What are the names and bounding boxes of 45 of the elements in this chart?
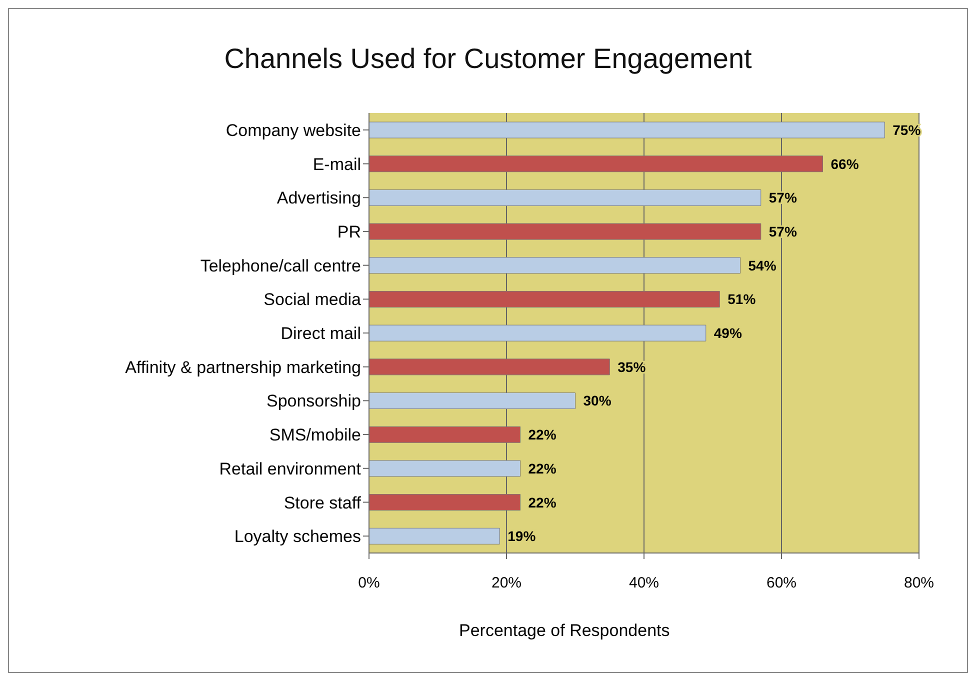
bar xyxy=(369,122,885,138)
bar xyxy=(369,460,520,477)
y-tick-label: Company website xyxy=(226,120,361,140)
bar xyxy=(369,290,720,308)
data-label: 57% xyxy=(768,190,798,206)
x-tick-label: 0% xyxy=(358,574,380,592)
chart-title: Channels Used for Customer Engagement xyxy=(223,42,753,76)
x-tick-label: 60% xyxy=(766,574,797,592)
y-tick-label: Advertising xyxy=(276,188,361,208)
bar xyxy=(369,392,576,410)
data-label: 66% xyxy=(830,156,860,172)
bar xyxy=(369,426,520,443)
data-label: 22% xyxy=(528,460,557,476)
x-tick-label: 40% xyxy=(628,574,660,592)
y-tick-label: E-mail xyxy=(312,154,361,174)
bar xyxy=(369,223,762,240)
bar xyxy=(369,494,520,511)
y-tick-label: Store staff xyxy=(284,493,362,512)
data-label: 49% xyxy=(714,325,742,342)
data-label: 19% xyxy=(508,528,536,544)
x-tick-label: 20% xyxy=(491,574,522,592)
bar xyxy=(369,156,823,172)
bar xyxy=(369,189,762,206)
data-label: 54% xyxy=(748,257,777,274)
bar xyxy=(369,324,706,342)
y-tick-label: Affinity & partnership marketing xyxy=(125,358,361,377)
bar xyxy=(369,257,740,274)
data-label: 51% xyxy=(728,291,756,308)
y-tick-label: Telephone/call centre xyxy=(200,256,361,276)
y-tick-label: Sponsorship xyxy=(266,392,361,411)
data-label: 22% xyxy=(528,494,557,510)
y-tick-label: Retail environment xyxy=(219,459,362,478)
x-axis-title: Percentage of Respondents xyxy=(459,621,671,641)
y-tick-label: Social media xyxy=(264,290,362,310)
x-tick-label: 80% xyxy=(904,574,934,592)
data-label: 35% xyxy=(618,358,646,375)
y-tick-label: SMS/mobile xyxy=(269,426,361,445)
bar xyxy=(369,528,500,544)
data-label: 22% xyxy=(528,426,557,443)
y-tick-label: PR xyxy=(337,222,361,242)
data-label: 57% xyxy=(768,224,798,240)
bar xyxy=(369,358,610,376)
y-tick-label: Loyalty schemes xyxy=(234,527,361,546)
y-tick-label: Direct mail xyxy=(280,324,361,344)
data-label: 30% xyxy=(583,392,612,409)
